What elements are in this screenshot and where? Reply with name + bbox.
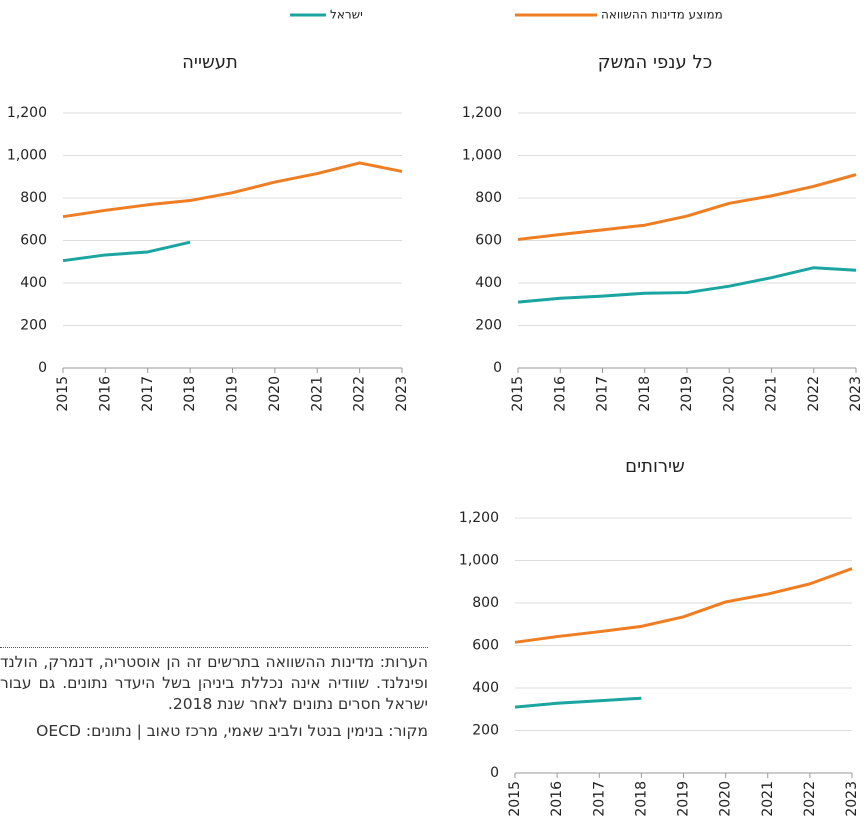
series-line <box>514 696 642 709</box>
x-tick-label: 2023 <box>844 781 860 817</box>
y-tick-label: 400 <box>20 275 47 291</box>
x-tick-label: 2020 <box>718 781 734 817</box>
x-tick-label: 2020 <box>267 376 283 412</box>
series-line <box>517 173 857 241</box>
y-tick-label: 200 <box>20 318 47 334</box>
y-tick-label: 1,200 <box>459 510 499 526</box>
series-line <box>62 240 191 263</box>
y-tick-label: 800 <box>475 190 502 206</box>
y-tick-label: 1,000 <box>459 553 499 569</box>
y-tick-label: 600 <box>20 233 47 249</box>
x-tick-label: 2019 <box>679 376 695 412</box>
x-tick-label: 2022 <box>352 376 368 412</box>
y-tick-label: 1,200 <box>462 105 502 121</box>
y-tick-label: 400 <box>472 680 499 696</box>
x-tick-label: 2018 <box>633 781 649 817</box>
chart-title: כל ענפי המשק <box>598 52 712 73</box>
x-tick-label: 2016 <box>97 376 113 412</box>
y-tick-label: 600 <box>472 638 499 654</box>
x-tick-label: 2018 <box>637 376 653 412</box>
x-tick-label: 2019 <box>676 781 692 817</box>
y-tick-label: 0 <box>493 360 502 376</box>
series-line <box>517 266 857 304</box>
x-tick-label: 2022 <box>806 376 822 412</box>
y-tick-label: 0 <box>38 360 47 376</box>
x-tick-label: 2022 <box>802 781 818 817</box>
y-tick-label: 1,200 <box>7 105 47 121</box>
x-tick-label: 2018 <box>182 376 198 412</box>
y-tick-label: 400 <box>475 275 502 291</box>
x-tick-label: 2020 <box>721 376 737 412</box>
series-line <box>62 161 403 219</box>
y-tick-label: 200 <box>472 723 499 739</box>
x-tick-label: 2016 <box>549 781 565 817</box>
chart-title: תעשייה <box>182 52 238 73</box>
y-tick-label: 200 <box>475 318 502 334</box>
x-tick-label: 2023 <box>394 376 410 412</box>
y-tick-label: 800 <box>20 190 47 206</box>
notes-block: הערות: מדינות ההשוואה בתרשים זה הן אוסטר… <box>0 652 428 748</box>
legend-label: ממוצע מדינות ההשוואה <box>601 8 723 22</box>
x-tick-label: 2017 <box>591 781 607 817</box>
legend-label: ישראל <box>330 8 363 22</box>
chart-title: שירותים <box>625 456 685 477</box>
y-tick-label: 800 <box>472 595 499 611</box>
x-tick-label: 2015 <box>55 376 71 412</box>
divider <box>0 647 428 648</box>
x-tick-label: 2015 <box>510 376 526 412</box>
x-tick-label: 2023 <box>848 376 864 412</box>
x-tick-label: 2015 <box>507 781 523 817</box>
x-tick-label: 2021 <box>764 376 780 412</box>
x-tick-label: 2019 <box>225 376 241 412</box>
notes: הערות: מדינות ההשוואה בתרשים זה הן אוסטר… <box>0 653 428 713</box>
y-tick-label: 0 <box>490 765 499 781</box>
y-tick-label: 600 <box>475 233 502 249</box>
x-tick-label: 2017 <box>595 376 611 412</box>
series-line <box>514 567 853 644</box>
x-tick-label: 2021 <box>309 376 325 412</box>
y-tick-label: 1,000 <box>462 148 502 164</box>
x-tick-label: 2016 <box>552 376 568 412</box>
x-tick-label: 2021 <box>760 781 776 817</box>
x-tick-label: 2017 <box>140 376 156 412</box>
source: מקור: בנימין בנטל ולביב שאמי, מרכז טאוב … <box>36 722 428 740</box>
y-tick-label: 1,000 <box>7 148 47 164</box>
